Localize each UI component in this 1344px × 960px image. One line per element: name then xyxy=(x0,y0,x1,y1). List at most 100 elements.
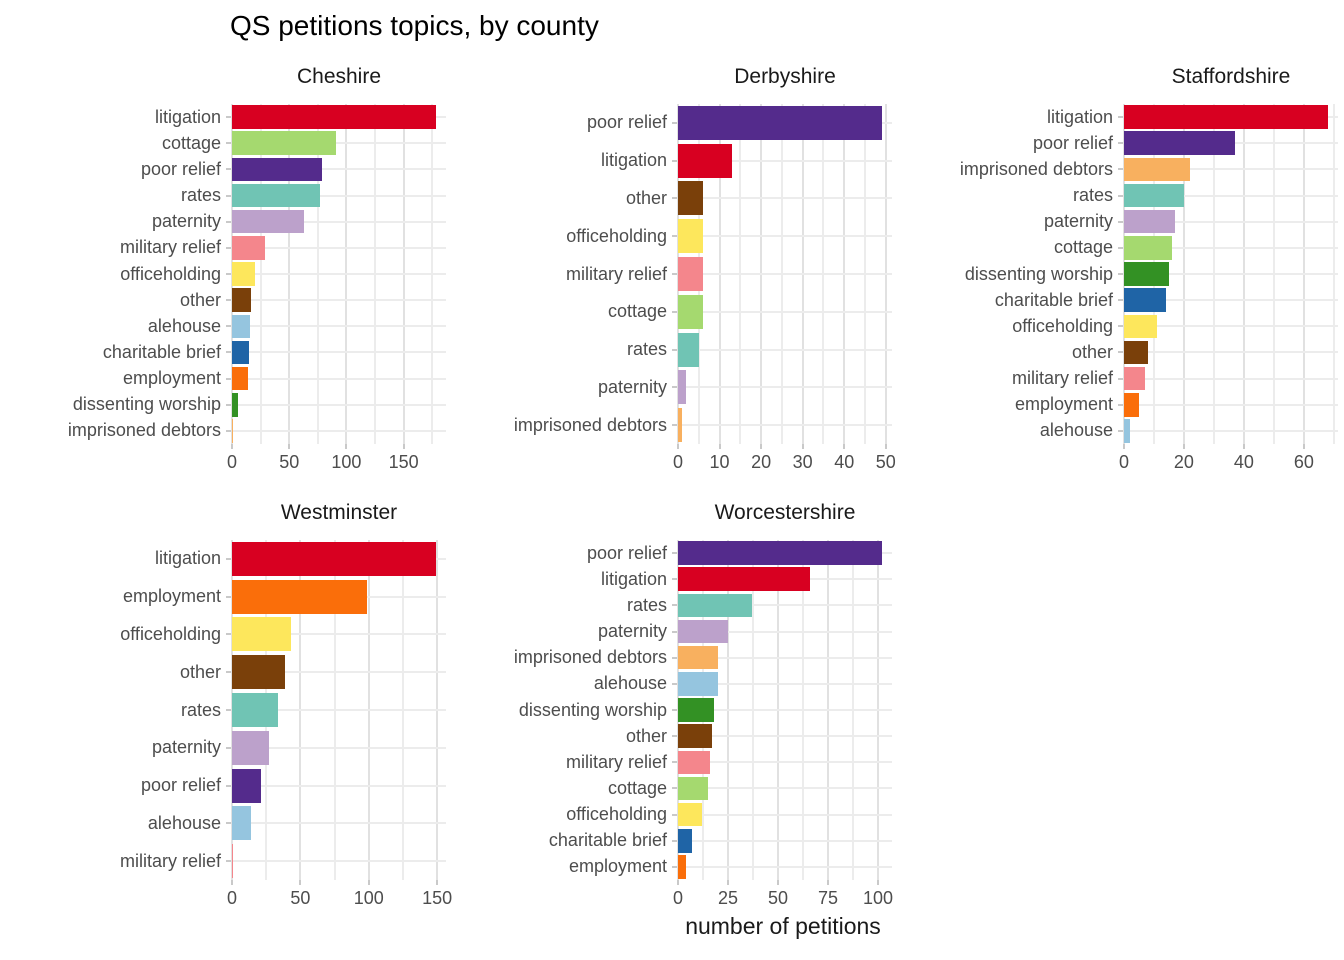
y-tick-mark xyxy=(226,299,232,302)
gridline-horizontal xyxy=(678,424,892,427)
x-tick-label: 60 xyxy=(1293,452,1314,472)
y-axis-label-other: other xyxy=(179,289,221,310)
facet-body: poor relief litigation other officeholding m… xyxy=(454,104,892,444)
y-tick-mark xyxy=(226,377,232,380)
y-label-row: other xyxy=(900,339,1124,365)
y-axis-labels: litigation cottage poor relief rates paterni… xyxy=(8,104,232,444)
y-axis-label-other: other xyxy=(179,661,221,682)
y-tick-mark xyxy=(672,630,678,633)
y-tick-mark xyxy=(672,839,678,842)
y-axis-label-cottage: cottage xyxy=(607,777,667,798)
y-axis-label-dissenting-worship: dissenting worship xyxy=(964,263,1113,284)
gridline-horizontal xyxy=(232,194,446,197)
y-label-row: imprisoned debtors xyxy=(454,645,678,671)
y-label-row: military relief xyxy=(900,366,1124,392)
x-tick-label: 150 xyxy=(422,888,453,908)
y-axis-label-imprisoned-debtors: imprisoned debtors xyxy=(959,158,1113,179)
bar-employment xyxy=(232,366,249,391)
facet-body: litigation employment officeholding other ra… xyxy=(8,540,446,880)
facet-derbyshire: Derbyshire poor relief litigation other offi… xyxy=(454,62,896,484)
y-label-row: poor relief xyxy=(8,156,232,182)
gridline-horizontal xyxy=(232,299,446,302)
bar-military-relief xyxy=(1124,366,1145,391)
gridline-horizontal xyxy=(1124,194,1338,197)
x-tick-mark xyxy=(843,444,846,449)
y-axis-labels: litigation poor relief imprisoned debtors r… xyxy=(900,104,1124,444)
y-axis-labels: poor relief litigation other officeholding m… xyxy=(454,104,678,444)
y-axis-label-imprisoned-debtors: imprisoned debtors xyxy=(67,420,221,441)
x-tick-label: 50 xyxy=(767,888,789,908)
bar-alehouse xyxy=(678,672,718,696)
y-axis-label-poor-relief: poor relief xyxy=(586,542,667,563)
x-tick-mark xyxy=(367,880,370,885)
y-label-row: cottage xyxy=(454,293,678,331)
y-tick-mark xyxy=(226,220,232,223)
y-label-row: employment xyxy=(900,392,1124,418)
gridline-horizontal xyxy=(678,709,892,711)
bar-other xyxy=(678,724,712,748)
x-tick-mark xyxy=(677,444,679,449)
y-tick-mark xyxy=(672,813,678,816)
y-tick-mark xyxy=(226,194,232,197)
bar-employment xyxy=(1124,393,1139,417)
y-label-row: other xyxy=(454,723,678,749)
gridline-horizontal xyxy=(232,142,446,145)
x-tick-label: 100 xyxy=(862,888,894,908)
x-axis: 0 50 100 150 xyxy=(227,880,452,920)
bar-poor-relief xyxy=(678,541,882,565)
y-axis-label-dissenting-worship: dissenting worship xyxy=(72,394,221,415)
facet-strip-title: Staffordshire xyxy=(1171,65,1291,88)
y-tick-mark xyxy=(672,310,678,313)
chart-title: QS petitions topics, by county xyxy=(230,10,599,41)
x-tick-mark xyxy=(677,880,679,885)
bar-poor-relief xyxy=(232,768,261,803)
gridline-horizontal xyxy=(232,403,446,406)
gridline-horizontal xyxy=(1124,377,1338,380)
bar-other xyxy=(678,181,703,216)
gridline-horizontal xyxy=(678,273,892,275)
y-tick-mark xyxy=(672,197,678,200)
bar-charitable-brief xyxy=(232,340,250,365)
y-axis-label-military-relief: military relief xyxy=(565,263,667,284)
gridline-horizontal xyxy=(232,429,446,432)
y-label-row: cottage xyxy=(454,775,678,801)
y-label-row: imprisoned debtors xyxy=(900,156,1124,182)
x-tick-mark xyxy=(877,880,879,885)
bar-rates xyxy=(678,593,752,618)
y-label-row: litigation xyxy=(8,104,232,130)
gridline-horizontal xyxy=(232,784,446,787)
y-axis-label-officeholding: officeholding xyxy=(566,804,667,825)
y-tick-mark xyxy=(1118,403,1124,406)
x-tick-mark xyxy=(345,444,348,449)
y-tick-mark xyxy=(226,709,232,712)
bar-dissenting-worship xyxy=(1124,262,1169,286)
y-tick-mark xyxy=(672,656,678,659)
y-tick-mark xyxy=(1118,142,1124,145)
y-tick-mark xyxy=(672,386,678,389)
x-tick-label: 100 xyxy=(353,888,384,908)
y-label-row: dissenting worship xyxy=(900,261,1124,287)
y-tick-mark xyxy=(226,403,232,406)
y-axis-label-rates: rates xyxy=(626,594,667,615)
bar-alehouse xyxy=(232,806,252,841)
y-tick-mark xyxy=(1118,246,1124,249)
plot-panel xyxy=(231,104,446,444)
gridline-horizontal xyxy=(1124,246,1338,249)
y-axis-label-poor-relief: poor relief xyxy=(586,112,667,133)
y-tick-mark xyxy=(226,860,232,863)
x-tick-mark xyxy=(801,444,804,449)
y-axis-label-litigation: litigation xyxy=(154,106,221,127)
y-label-row: poor relief xyxy=(8,767,232,805)
bar-poor-relief xyxy=(678,105,882,140)
y-label-row: alehouse xyxy=(900,418,1124,444)
gridline-horizontal xyxy=(232,822,446,825)
y-label-row: litigation xyxy=(8,540,232,578)
plot-panel xyxy=(231,540,446,880)
y-label-row: poor relief xyxy=(900,130,1124,156)
y-axis-label-poor-relief: poor relief xyxy=(1032,132,1113,153)
x-tick-mark xyxy=(718,444,721,449)
y-axis-label-paternity: paternity xyxy=(151,211,221,232)
facet-body: poor relief litigation rates paternity impri… xyxy=(454,540,892,880)
y-tick-mark xyxy=(226,633,232,636)
y-axis-label-officeholding: officeholding xyxy=(120,623,221,644)
